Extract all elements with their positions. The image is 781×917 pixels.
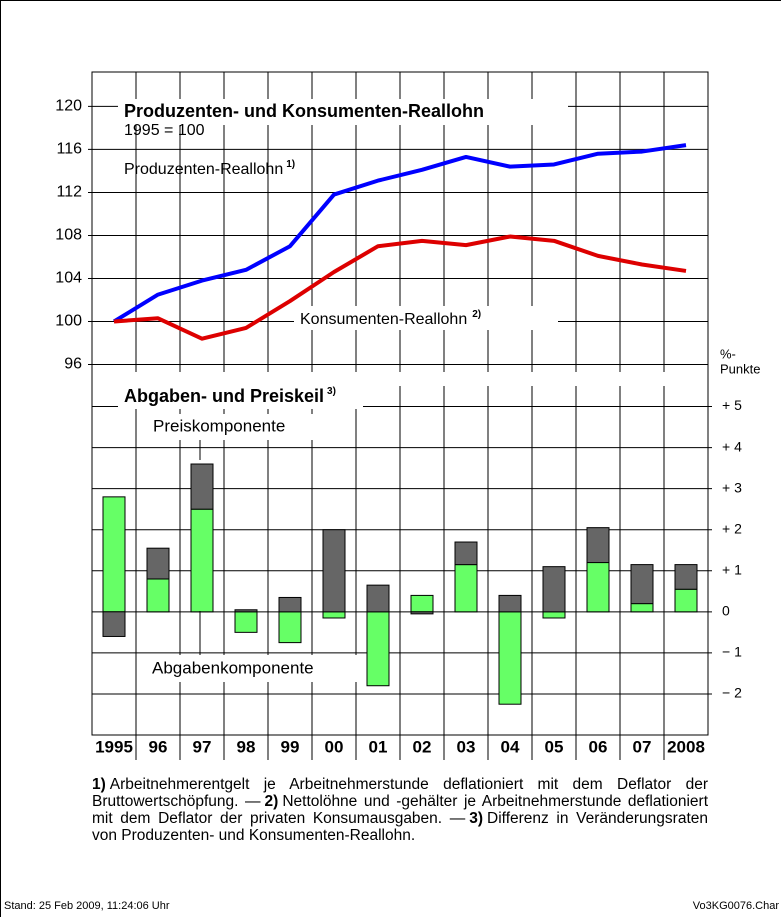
bar bbox=[454, 541, 478, 566]
bar bbox=[674, 588, 698, 613]
upper-title: Produzenten- und Konsumenten-Reallohn bbox=[124, 101, 484, 121]
marks bbox=[102, 143, 698, 705]
bar bbox=[190, 508, 214, 613]
footnote-text: Nettolöhne und -gehälter je Arbeitnehmer… bbox=[92, 793, 709, 827]
bar bbox=[322, 611, 346, 619]
line-series bbox=[112, 143, 687, 324]
lower-title: Abgaben- und Preiskeil 3) bbox=[124, 386, 336, 406]
bar bbox=[366, 611, 390, 687]
series-note: 2) bbox=[472, 309, 481, 320]
upper-subtitle: 1995 = 100 bbox=[124, 122, 205, 139]
y-tick-label: 112 bbox=[56, 184, 82, 201]
bar bbox=[102, 496, 126, 613]
y-tick-label: 100 bbox=[55, 313, 82, 330]
lower-title-text: Abgaben- und Preiskeil bbox=[124, 386, 324, 406]
bar bbox=[542, 566, 566, 613]
y-tick-label: 116 bbox=[56, 141, 82, 158]
x-tick-label: 01 bbox=[369, 737, 388, 756]
label-bg bbox=[118, 385, 363, 409]
footer-stand: Stand: 25 Feb 2009, 11:24:06 Uhr bbox=[4, 900, 170, 912]
label-bg bbox=[118, 99, 568, 125]
x-tick-label: 03 bbox=[457, 737, 476, 756]
y2-tick-label: − 1 bbox=[722, 644, 742, 660]
footnote-marker: 3) bbox=[469, 810, 484, 827]
y2-tick-label: + 1 bbox=[722, 561, 742, 577]
y2-tick-label: + 4 bbox=[722, 438, 742, 454]
x-tick-label: 96 bbox=[149, 737, 168, 756]
label-bg bbox=[148, 414, 324, 440]
footnote-text: Arbeitnehmerentgelt je Arbeitnehmerstund… bbox=[92, 776, 708, 810]
x-tick-label: 98 bbox=[237, 737, 256, 756]
lower-title-note: 3) bbox=[327, 386, 336, 397]
x-tick-label: 2008 bbox=[667, 737, 705, 756]
bar bbox=[586, 527, 610, 564]
bar bbox=[366, 584, 390, 613]
panel-break bbox=[93, 372, 707, 386]
series-note: 1) bbox=[286, 159, 295, 170]
bar bbox=[674, 564, 698, 590]
series-label: Produzenten-Reallohn 1) bbox=[124, 159, 295, 179]
x-tick-label: 1995 bbox=[95, 737, 133, 756]
series-name: Produzenten-Reallohn bbox=[124, 161, 283, 178]
y2-axis-label: %- bbox=[720, 346, 736, 361]
series-label: Konsumenten-Reallohn 2) bbox=[300, 309, 481, 329]
x-tick-label: 00 bbox=[325, 737, 344, 756]
bar bbox=[498, 611, 522, 705]
series-name: Konsumenten-Reallohn bbox=[300, 311, 467, 328]
bar bbox=[278, 611, 302, 644]
footnote-text: Differenz in Veränderungsraten von Produ… bbox=[92, 810, 708, 844]
bar bbox=[234, 611, 258, 633]
labels: Produzenten- und Konsumenten-Reallohn 19… bbox=[55, 98, 760, 757]
y-tick-label: 108 bbox=[55, 227, 82, 244]
y-tick-label: 96 bbox=[64, 356, 82, 373]
bar bbox=[234, 609, 258, 613]
x-tick-label: 05 bbox=[545, 737, 564, 756]
footnotes: 1) Arbeitnehmerentgelt je Arbeitnehmerstu… bbox=[92, 776, 708, 844]
y-tick-label: 104 bbox=[55, 270, 82, 287]
y2-tick-label: + 5 bbox=[722, 397, 742, 413]
y2-tick-label: − 2 bbox=[722, 685, 742, 701]
component-label: Abgabenkomponente bbox=[152, 658, 314, 677]
y2-axis-label: Punkte bbox=[720, 361, 760, 376]
y2-tick-label: + 2 bbox=[722, 520, 742, 536]
bar bbox=[542, 611, 566, 619]
bar bbox=[498, 594, 522, 613]
footnote-marker: 1) bbox=[92, 776, 106, 793]
x-tick-label: 04 bbox=[501, 737, 520, 756]
x-tick-label: 02 bbox=[413, 737, 432, 756]
bar bbox=[278, 596, 302, 613]
y2-tick-label: + 3 bbox=[722, 479, 742, 495]
footnote-marker: 2) bbox=[264, 793, 279, 810]
bar bbox=[630, 564, 654, 605]
bar bbox=[146, 547, 170, 580]
component-label: Preiskomponente bbox=[153, 416, 285, 435]
line-series bbox=[113, 234, 687, 341]
bar bbox=[410, 594, 434, 613]
bar bbox=[410, 611, 434, 615]
footer-file: Vo3KG0076.Char bbox=[692, 900, 779, 912]
label-bg bbox=[146, 655, 364, 682]
bar bbox=[322, 529, 346, 613]
bar bbox=[586, 562, 610, 613]
y2-tick-label: 0 bbox=[722, 603, 730, 619]
bar bbox=[630, 603, 654, 613]
x-tick-label: 07 bbox=[633, 737, 652, 756]
x-tick-label: 99 bbox=[281, 737, 300, 756]
bar bbox=[190, 463, 214, 510]
x-tick-label: 97 bbox=[193, 737, 212, 756]
y-tick-label: 120 bbox=[55, 98, 82, 115]
label-bg bbox=[294, 306, 558, 330]
bar bbox=[454, 564, 478, 613]
bar bbox=[146, 578, 170, 613]
x-tick-label: 06 bbox=[589, 737, 608, 756]
bar bbox=[102, 611, 126, 637]
